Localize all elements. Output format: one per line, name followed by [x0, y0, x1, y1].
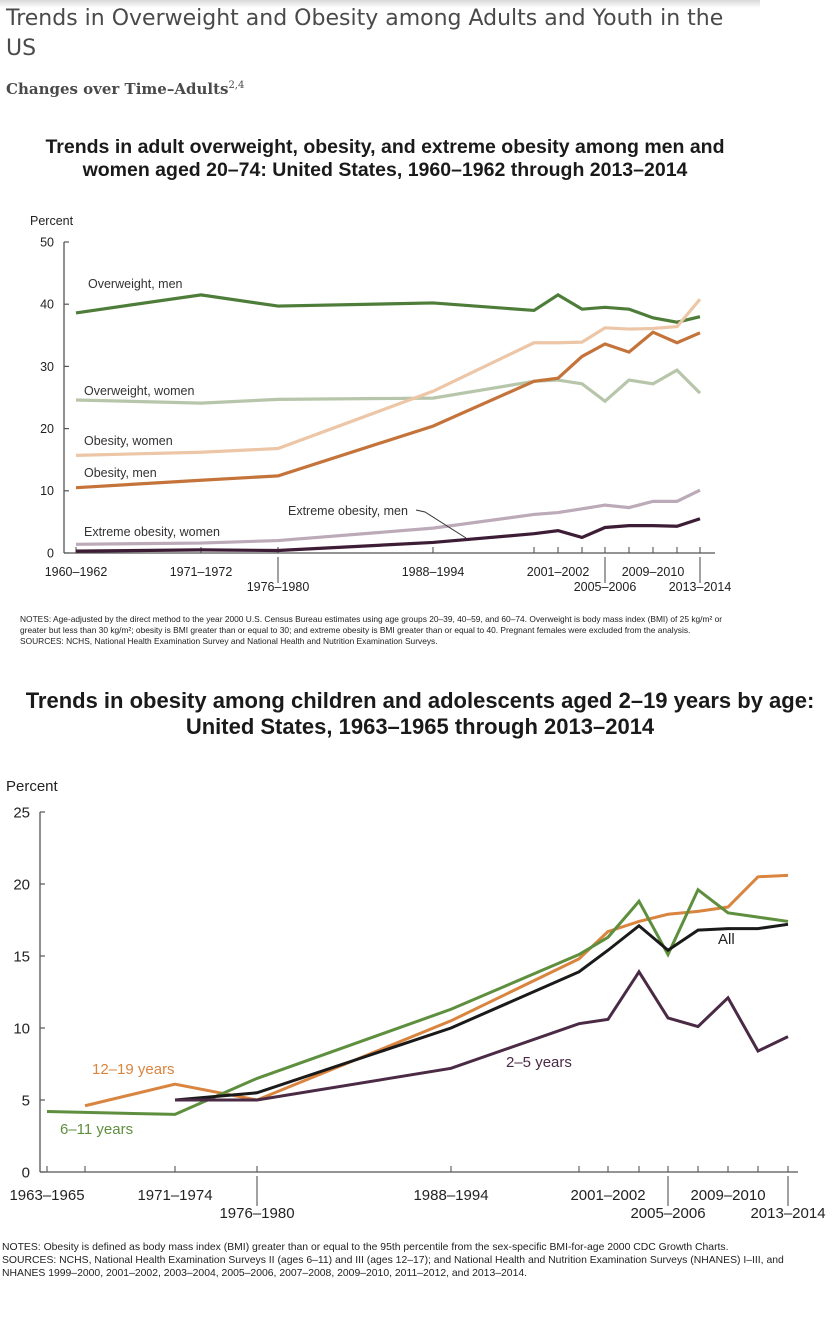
- series-label-2-5-years: 2–5 years: [506, 1054, 572, 1071]
- series-line-extreme-obesity-women: [75, 488, 701, 546]
- x-tick-label: 1963–1965: [9, 1187, 84, 1204]
- series-label-overweight-women: Overweight, women: [84, 384, 195, 398]
- y-tick-label: 25: [13, 804, 30, 821]
- adult-chart: Percent 0 10 20 30 40 50 1960–1962 1971–1972 1976…: [30, 214, 732, 594]
- adult-chart-title: Trends in adult overweight, obesity, and…: [45, 136, 725, 181]
- children-notes-text: NOTES: Obesity is defined as body mass i…: [2, 1242, 729, 1253]
- series-line-all: [174, 922, 789, 1102]
- series-label-obesity-women: Obesity, women: [84, 434, 173, 448]
- y-tick-label: 40: [40, 298, 54, 312]
- page-title: Trends in Overweight and Obesity among A…: [6, 6, 724, 61]
- x-tick-label: 2013–2014: [669, 580, 732, 594]
- series-label-all: All: [718, 931, 735, 948]
- children-chart-notes: NOTES: Obesity is defined as body mass i…: [2, 1241, 802, 1280]
- children-sources-text: SOURCES: NCHS, National Health Examinati…: [2, 1255, 784, 1279]
- y-tick-label: 20: [13, 876, 30, 893]
- x-tick-label: 1976–1980: [219, 1205, 294, 1222]
- series-line-2-5-years: [175, 969, 789, 1102]
- y-tick-label: 15: [13, 948, 30, 965]
- series-line-6-11-years: [46, 887, 789, 1116]
- children-chart: Percent 0 5 10 15 20 25 1963–1965 1971–1974 1976–…: [6, 778, 826, 1222]
- y-tick-label: 20: [40, 422, 54, 436]
- x-tick-label: 1976–1980: [247, 580, 310, 594]
- series-label-6-11-years: 6–11 years: [60, 1121, 133, 1138]
- x-tick-label: 1971–1972: [170, 565, 233, 579]
- series-line-12-19-years: [84, 873, 789, 1108]
- x-tick-label: 2009–2010: [622, 565, 685, 579]
- y-tick-label: 50: [40, 235, 54, 249]
- adult-notes-text: NOTES: Age-adjusted by the direct method…: [20, 614, 723, 635]
- series-line-extreme-obesity-men: [75, 517, 701, 553]
- series-label-extreme-obesity-men: Extreme obesity, men: [288, 504, 408, 518]
- x-tick-label: 2001–2002: [570, 1187, 645, 1204]
- x-tick-label: 2009–2010: [690, 1187, 765, 1204]
- x-tick-label: 2005–2006: [574, 580, 637, 594]
- x-tick-label: 2005–2006: [630, 1205, 705, 1222]
- y-tick-label: 10: [40, 484, 54, 498]
- section-title-text: Changes over Time–Adults: [6, 80, 229, 98]
- y-axis-label: Percent: [30, 214, 74, 228]
- series-line-obesity-men: [75, 330, 701, 490]
- series-line-overweight-men: [75, 292, 701, 324]
- adult-sources-text: SOURCES: NCHS, National Health Examinati…: [20, 636, 438, 646]
- top-shadow: [0, 0, 760, 8]
- y-tick-label: 0: [47, 546, 54, 560]
- children-chart-title: Trends in obesity among children and ado…: [25, 688, 815, 739]
- y-tick-label: 5: [22, 1092, 30, 1109]
- x-tick-label: 1960–1962: [45, 565, 108, 579]
- section-title: Changes over Time–Adults2,4: [6, 80, 244, 98]
- series-line-obesity-women: [75, 298, 702, 457]
- series-label-obesity-men: Obesity, men: [84, 466, 157, 480]
- x-tick-label: 2013–2014: [750, 1205, 825, 1222]
- x-tick-label: 2001–2002: [527, 565, 590, 579]
- y-tick-label: 0: [22, 1164, 30, 1181]
- footnote-ref[interactable]: 2,4: [228, 80, 245, 91]
- series-label-12-19-years: 12–19 years: [92, 1061, 175, 1078]
- y-tick-label: 30: [40, 360, 54, 374]
- x-tick-label: 1988–1994: [402, 565, 465, 579]
- x-tick-label: 1971–1974: [137, 1187, 212, 1204]
- series-line-overweight-women: [75, 368, 702, 405]
- x-tick-label: 1988–1994: [413, 1187, 488, 1204]
- label-leader-line: [415, 509, 467, 539]
- adult-chart-notes: NOTES: Age-adjusted by the direct method…: [20, 614, 740, 647]
- series-label-extreme-obesity-women: Extreme obesity, women: [84, 525, 220, 539]
- y-tick-label: 10: [13, 1020, 30, 1037]
- series-label-overweight-men: Overweight, men: [88, 277, 183, 291]
- y-axis-label: Percent: [6, 778, 59, 795]
